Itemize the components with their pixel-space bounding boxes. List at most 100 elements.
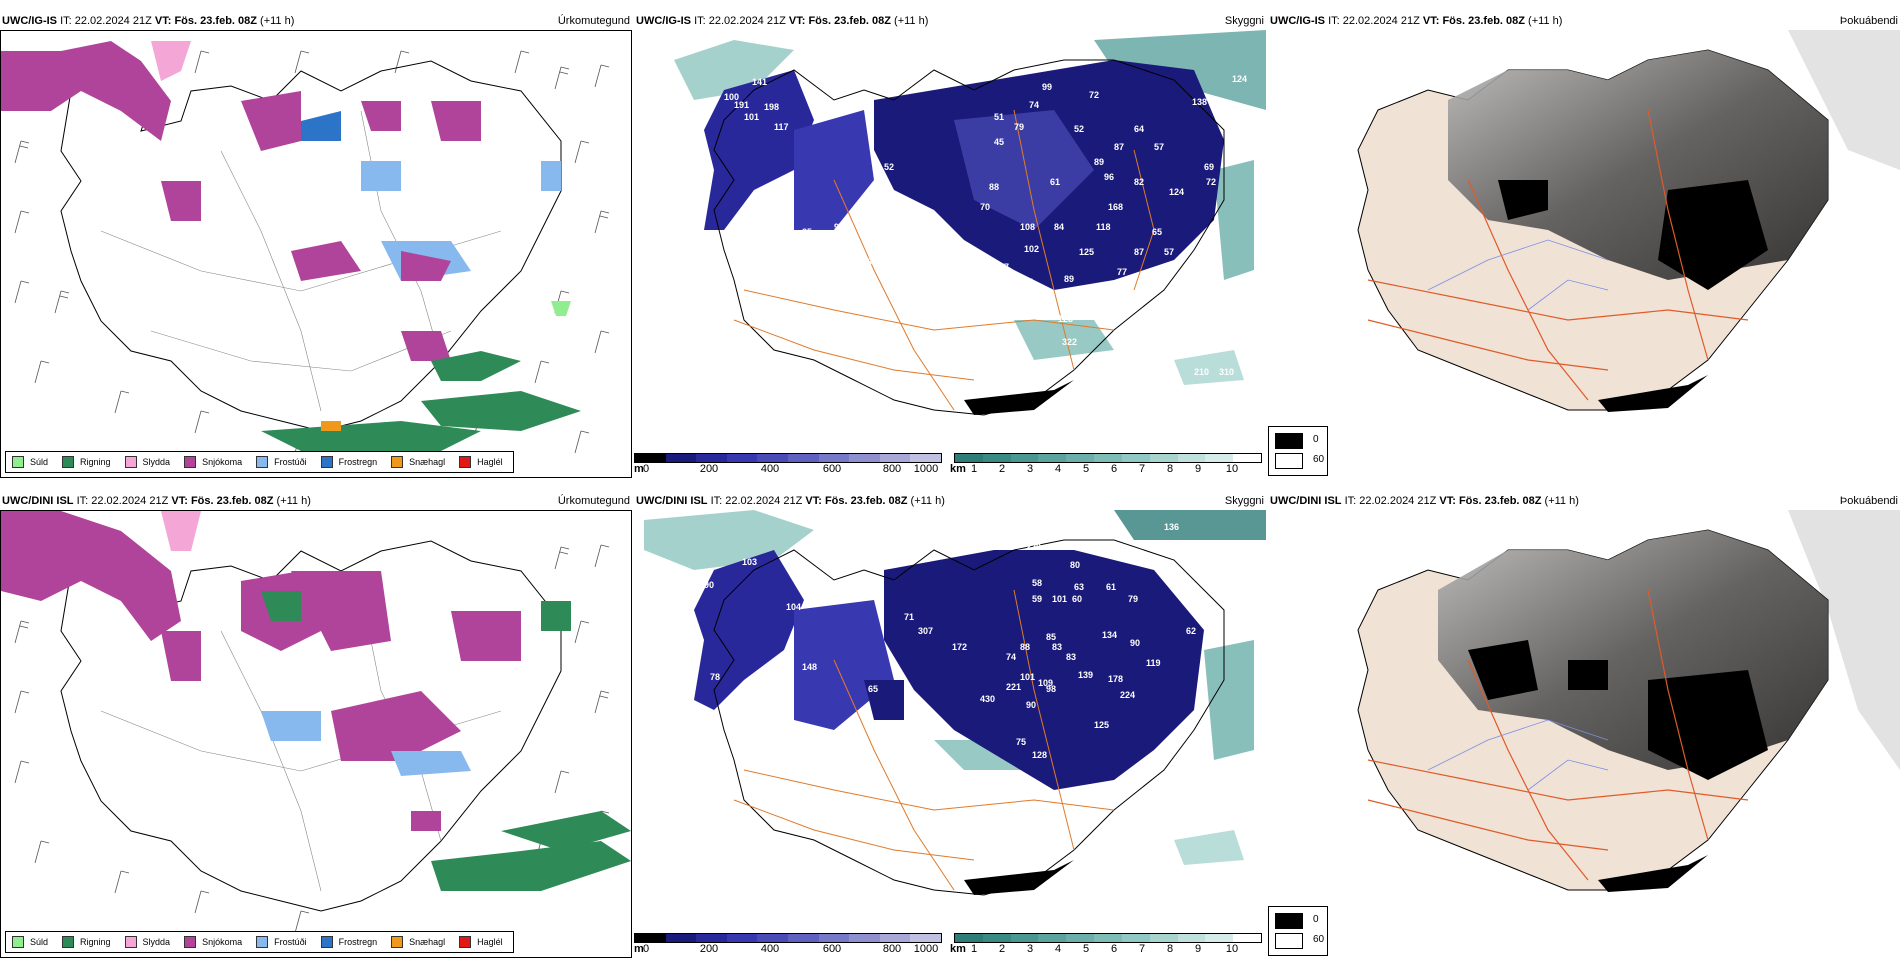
colorbar-segment	[665, 934, 697, 942]
cloudbase-label: 78	[710, 672, 720, 682]
cloudbase-label: 76	[862, 257, 872, 267]
cloudbase-label: 85	[1046, 632, 1056, 642]
roads	[733, 109, 1155, 411]
cloudbase-labels: 103 90 104 136 220 80 63 61 58 59 101 60…	[704, 522, 1196, 760]
forecast-row-ig-is: UWC/IG-IS IT: 22.02.2024 21Z VT: Fös. 23…	[0, 14, 1900, 494]
panel-title: Úrkomutegund	[557, 495, 630, 507]
cloudbase-label: 81	[1024, 277, 1034, 287]
precip-type-legend: Súld Rigning Slydda Snjókoma Frostúði Fr…	[5, 931, 514, 953]
cloudbase-label: 101	[744, 112, 759, 122]
panel-header: UWC/IG-IS IT: 22.02.2024 21Z VT: Fös. 23…	[1270, 14, 1898, 28]
cloudbase-label: 178	[1108, 674, 1123, 684]
it-label: IT:	[1328, 15, 1340, 27]
precip-type-map[interactable]: Súld Rigning Slydda Snjókoma Frostúði Fr…	[0, 510, 632, 958]
visibility-colorbar-strip	[954, 453, 1262, 463]
colorbar-segment	[1066, 454, 1095, 462]
cloudbase-label: 224	[1120, 690, 1135, 700]
colorbar-segment	[787, 934, 819, 942]
cloudbase-label: 430	[980, 694, 995, 704]
precip-type-legend: Súld Rigning Slydda Snjókoma Frostúði Fr…	[5, 451, 514, 473]
cloudbase-label: 51	[994, 112, 1004, 122]
cloudbase-label: 310	[1219, 367, 1234, 377]
visibility-map-svg	[644, 510, 1266, 896]
visibility-unit: km	[950, 943, 966, 955]
legend-item: Snæhagl	[391, 456, 445, 468]
coast-shade	[1598, 375, 1708, 412]
fog-core	[1568, 660, 1608, 690]
fog-map[interactable]: 0 60	[1268, 30, 1900, 478]
colorbar-segment	[1010, 934, 1039, 942]
legend-item: Frostregn	[320, 936, 377, 948]
cloudbase-unit: m	[634, 463, 644, 475]
cloudbase-label: 62	[1186, 626, 1196, 636]
fog-panel: UWC/IG-IS IT: 22.02.2024 21Z VT: Fös. 23…	[1268, 14, 1900, 484]
colorbar-segment	[757, 454, 788, 462]
vt-value: Fös. 23.feb. 08Z	[824, 495, 908, 507]
cloudbase-label: 83	[1066, 652, 1076, 662]
cloudbase-label: 118	[1096, 222, 1111, 232]
cloudbase-label: 45	[782, 680, 792, 690]
visibility-tick: 4	[1054, 943, 1062, 955]
cloudbase-tick: 1000	[913, 943, 939, 955]
precip-type-map[interactable]: Súld Rigning Slydda Snjókoma Frostúði Fr…	[0, 30, 632, 478]
legend-item: Rigning	[62, 456, 111, 468]
cloudbase-label: 138	[1192, 97, 1207, 107]
vt-value: Fös. 23.feb. 08Z	[1442, 15, 1525, 27]
cloudbase-label: 70	[980, 202, 990, 212]
fog-legend: 0 60	[1268, 906, 1328, 956]
legend-swatch	[184, 456, 197, 468]
visibility-unit: km	[950, 463, 966, 475]
cloudbase-label: 57	[1164, 247, 1174, 257]
cloudbase-tick: 600	[822, 463, 842, 475]
cloudbase-labels: 100 101 198 117 141 191 52 79 51 45 74 9…	[724, 74, 1247, 377]
cloudbase-label: 88	[1020, 642, 1030, 652]
cloudbase-label: 100	[724, 92, 739, 102]
vt-label: VT:	[788, 15, 806, 27]
rivers	[1427, 239, 1609, 311]
cloudbase-label: 72	[1089, 90, 1099, 100]
legend-swatch	[391, 936, 404, 948]
colorbar-segment	[787, 454, 819, 462]
panel-header: UWC/IG-IS IT: 22.02.2024 21Z VT: Fös. 23…	[636, 14, 1264, 28]
fog-core	[1498, 180, 1548, 220]
cloudbase-label: 92	[834, 222, 844, 232]
legend-swatch	[62, 936, 75, 948]
precip-patches	[1, 41, 581, 451]
colorbar-segment	[635, 454, 666, 462]
cloudbase-label: 136	[1164, 522, 1179, 532]
fog-map[interactable]: 0 60	[1268, 510, 1900, 958]
iceland-coastline	[60, 60, 562, 432]
visibility-tick: 6	[1110, 463, 1118, 475]
fog-core	[1468, 640, 1538, 700]
cloudbase-label: 125	[1094, 720, 1109, 730]
colorbar-segment	[1233, 934, 1261, 942]
cloudbase-label: 87	[1134, 247, 1144, 257]
fog-core	[1648, 670, 1768, 780]
colorbar-segment	[1038, 454, 1067, 462]
legend-item: Súld	[12, 456, 48, 468]
lead-time: (+11 h)	[894, 15, 929, 27]
visibility-map[interactable]: 100 101 198 117 141 191 52 79 51 45 74 9…	[634, 30, 1266, 478]
model-name: UWC/DINI ISL	[636, 495, 708, 507]
visibility-tick: 4	[1054, 463, 1062, 475]
cloudbase-tick: 600	[822, 943, 842, 955]
cloudbase-label: 88	[989, 182, 999, 192]
visibility-map[interactable]: 103 90 104 136 220 80 63 61 58 59 101 60…	[634, 510, 1266, 958]
fog-panel: UWC/DINI ISL IT: 22.02.2024 21Z VT: Fös.…	[1268, 494, 1900, 964]
cloudbase-label: 77	[1117, 267, 1127, 277]
cloudbase-label: 124	[1232, 74, 1247, 84]
offshore-fog	[1788, 30, 1900, 170]
cloudbase-label: 307	[918, 626, 933, 636]
coast-shade	[1598, 855, 1708, 892]
colorbar-segment	[1177, 934, 1206, 942]
cloudbase-colorbar: m 0 200 400 600 800 1000	[634, 453, 944, 478]
colorbar-segment	[665, 454, 697, 462]
lead-time: (+11 h)	[1528, 15, 1563, 27]
cloudbase-label: 134	[1102, 630, 1117, 640]
fog-map-svg	[1357, 510, 1900, 892]
legend-item: Súld	[12, 936, 48, 948]
cloudbase-colorbar-strip	[634, 933, 942, 943]
precip-type-panel: UWC/DINI ISL IT: 22.02.2024 21Z VT: Fös.…	[0, 494, 632, 964]
legend-swatch	[12, 936, 24, 948]
cloudbase-label: 52	[884, 162, 894, 172]
